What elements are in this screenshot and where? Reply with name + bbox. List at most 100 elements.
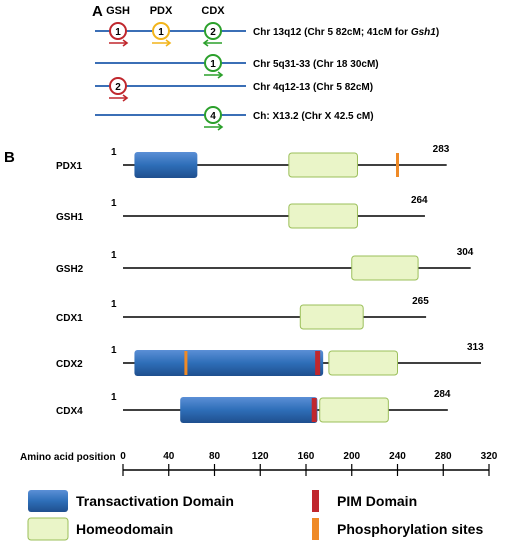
protein-domain-maps: PDX1 1 283 GSH1 1 264 GSH2 1 304 CDX1 1 265 CDX2 1 313…: [56, 144, 484, 423]
legend: Transactivation Domain Homeodomain PIM D…: [27, 490, 483, 541]
gene-arrow-head: [217, 123, 224, 131]
protein-gsh2: GSH2 1 304: [56, 247, 474, 281]
cluster-row: Chr 13q12 (Chr 5 82cM; 41cM for Gsh1) 1 1 2: [95, 22, 439, 47]
panel-b-label: B: [4, 149, 15, 166]
legend-label-phospho: Phosphorylation sites: [337, 521, 483, 537]
cluster-location: Ch: X13.2 (Chr X 42.5 cM): [253, 111, 374, 122]
cluster-location-text: Chr 4q12-13 (Chr 5 82cM): [253, 82, 373, 93]
gene-cdx4: 4: [204, 106, 224, 131]
axis-tick-label: 320: [481, 451, 498, 462]
homeodomain: [351, 255, 419, 281]
cluster-location-gene: Gsh1: [411, 27, 436, 38]
homeodomain: [288, 152, 358, 178]
protein-length-label: 284: [434, 389, 451, 400]
pim-domain: [311, 398, 317, 422]
gene-circle: [204, 54, 222, 72]
homeodomain: [299, 304, 364, 330]
gene-cdx1: 1: [204, 54, 224, 79]
protein-start-label: 1: [111, 299, 117, 310]
axis-tick-label: 120: [252, 451, 269, 462]
axis-tick-label: 240: [389, 451, 406, 462]
protein-cdx1: CDX1 1 265: [56, 296, 429, 330]
gene-gsh2: 2: [109, 77, 129, 102]
cluster-location: Chr 4q12-13 (Chr 5 82cM): [253, 82, 373, 93]
cluster-row: Ch: X13.2 (Chr X 42.5 cM) 4: [95, 106, 374, 131]
axis-tick-label: 0: [120, 451, 126, 462]
gene-number: 4: [210, 111, 216, 122]
protein-length-label: 264: [411, 195, 428, 206]
transactivation-domain: [134, 350, 324, 376]
gene-pdx1: 1: [152, 22, 172, 47]
protein-start-label: 1: [111, 250, 117, 261]
protein-name: GSH1: [56, 212, 84, 223]
chromosome-clusters: Chr 13q12 (Chr 5 82cM; 41cM for Gsh1) 1 1 2…: [95, 22, 439, 131]
homeodomain: [319, 397, 389, 423]
axis-tick-label: 40: [163, 451, 175, 462]
panel-a: A GSH PDX CDX Chr 13q12 (Chr 5 82cM; 41c…: [92, 3, 439, 131]
phosphorylation-site: [184, 351, 188, 375]
protein-name: CDX4: [56, 406, 83, 417]
gene-number: 1: [115, 27, 121, 38]
protein-length-label: 304: [457, 247, 474, 258]
cluster-row: Chr 4q12-13 (Chr 5 82cM) 2: [95, 77, 373, 102]
legend-swatch-pim: [312, 490, 319, 512]
protein-start-label: 1: [111, 392, 117, 403]
protein-name: GSH2: [56, 264, 84, 275]
gene-circle: [109, 77, 127, 95]
column-header-gsh: GSH: [106, 5, 130, 17]
gene-arrow-head: [165, 39, 172, 47]
protein-cdx4: CDX4 1 284: [56, 389, 451, 423]
protein-cdx2: CDX2 1 313: [56, 342, 484, 376]
gene-arrow-head: [122, 94, 129, 102]
protein-name: PDX1: [56, 161, 83, 172]
protein-length-label: 283: [433, 144, 450, 155]
panel-a-label: A: [92, 3, 103, 20]
homeodomain: [288, 203, 358, 229]
cluster-location-tail: ): [436, 27, 439, 38]
gene-circle: [152, 22, 170, 40]
transactivation-domain: [180, 397, 318, 423]
gene-circle: [204, 22, 222, 40]
gene-arrow-head: [122, 39, 129, 47]
protein-start-label: 1: [111, 147, 117, 158]
cluster-row: Chr 5q31-33 (Chr 18 30cM) 1: [95, 54, 379, 79]
gene-cdx2: 2: [202, 22, 222, 47]
axis-tick-label: 80: [209, 451, 221, 462]
column-header-pdx: PDX: [150, 5, 173, 17]
axis-tick-label: 280: [435, 451, 452, 462]
pim-domain: [315, 351, 321, 375]
column-header-cdx: CDX: [201, 5, 225, 17]
phosphorylation-site: [396, 153, 399, 177]
gene-number: 1: [210, 59, 216, 70]
gene-gsh1: 1: [109, 22, 129, 47]
axis-tick-label: 160: [298, 451, 315, 462]
cluster-location-text: Ch: X13.2 (Chr X 42.5 cM): [253, 111, 374, 122]
transactivation-domain: [134, 152, 198, 178]
protein-pdx1: PDX1 1 283: [56, 144, 450, 178]
protein-start-label: 1: [111, 345, 117, 356]
panel-b: B PDX1 1 283 GSH1 1 264 GSH2 1 304 CDX1 1 265 CDX2 1 3…: [4, 144, 498, 476]
amino-acid-axis: Amino acid position 0 40 80 120 160 200 240 280…: [20, 451, 498, 476]
legend-swatch-transactivation: [28, 490, 68, 512]
protein-length-label: 313: [467, 342, 484, 353]
gene-arrow-head: [217, 71, 224, 79]
axis-label: Amino acid position: [20, 452, 116, 463]
homeodomain: [328, 350, 398, 376]
protein-start-label: 1: [111, 198, 117, 209]
gene-circle: [204, 106, 222, 124]
cluster-location: Chr 13q12 (Chr 5 82cM; 41cM for Gsh1): [253, 27, 439, 38]
gene-number: 1: [158, 27, 164, 38]
cluster-location: Chr 5q31-33 (Chr 18 30cM): [253, 59, 379, 70]
protein-length-label: 265: [412, 296, 429, 307]
gene-arrow-head: [202, 39, 209, 47]
legend-swatch-homeodomain: [27, 517, 69, 541]
legend-swatch-phospho: [312, 518, 319, 540]
gene-number: 2: [210, 27, 216, 38]
legend-label-pim: PIM Domain: [337, 493, 417, 509]
gene-number: 2: [115, 82, 121, 93]
protein-name: CDX1: [56, 313, 83, 324]
cluster-location-text: Chr 13q12 (Chr 5 82cM; 41cM for: [253, 27, 411, 38]
protein-gsh1: GSH1 1 264: [56, 195, 428, 229]
legend-label-homeodomain: Homeodomain: [76, 521, 173, 537]
